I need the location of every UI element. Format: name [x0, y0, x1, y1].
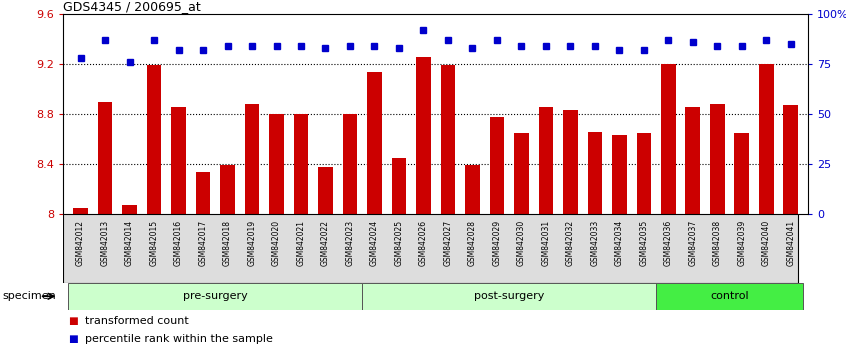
Bar [367, 72, 382, 214]
Text: GSM842024: GSM842024 [370, 220, 379, 266]
Text: GSM842039: GSM842039 [738, 220, 746, 266]
Text: GSM842022: GSM842022 [321, 220, 330, 266]
Bar [710, 104, 725, 214]
Text: GSM842029: GSM842029 [492, 220, 502, 266]
Bar [612, 136, 627, 214]
Bar [294, 114, 308, 214]
Text: control: control [711, 291, 749, 302]
Bar [220, 165, 235, 214]
Bar [74, 208, 88, 214]
Bar [318, 167, 332, 214]
Text: GSM842027: GSM842027 [443, 220, 453, 266]
Text: GSM842033: GSM842033 [591, 220, 599, 266]
Text: post-surgery: post-surgery [474, 291, 544, 302]
Text: GSM842030: GSM842030 [517, 220, 526, 266]
Bar [490, 117, 504, 214]
Bar [195, 172, 211, 214]
Text: transformed count: transformed count [85, 316, 189, 326]
Bar [734, 133, 750, 214]
Bar [465, 165, 480, 214]
Text: GSM842021: GSM842021 [296, 220, 305, 266]
Text: GSM842018: GSM842018 [223, 220, 232, 266]
Text: specimen: specimen [3, 291, 57, 302]
Bar [661, 64, 676, 214]
Bar [343, 114, 357, 214]
Bar [587, 132, 602, 214]
FancyBboxPatch shape [362, 283, 656, 310]
Bar [122, 205, 137, 214]
Bar [146, 65, 162, 214]
Bar [563, 110, 578, 214]
Text: GSM842014: GSM842014 [125, 220, 134, 266]
Bar [783, 105, 798, 214]
Text: GSM842038: GSM842038 [713, 220, 722, 266]
Text: GSM842028: GSM842028 [468, 220, 477, 266]
Bar [244, 104, 260, 214]
Bar [98, 102, 113, 214]
Text: percentile rank within the sample: percentile rank within the sample [85, 334, 272, 344]
Text: GSM842012: GSM842012 [76, 220, 85, 266]
Bar [636, 133, 651, 214]
Text: GSM842013: GSM842013 [101, 220, 110, 266]
Text: GSM842017: GSM842017 [199, 220, 207, 266]
FancyBboxPatch shape [63, 214, 798, 283]
Text: GSM842041: GSM842041 [786, 220, 795, 266]
Bar [269, 114, 284, 214]
Text: GSM842035: GSM842035 [640, 220, 648, 266]
Bar [441, 65, 455, 214]
Text: pre-surgery: pre-surgery [183, 291, 248, 302]
Text: GSM842037: GSM842037 [689, 220, 697, 266]
Text: ■: ■ [68, 334, 78, 344]
Text: GSM842034: GSM842034 [615, 220, 624, 266]
Text: GSM842031: GSM842031 [541, 220, 551, 266]
Bar [685, 107, 700, 214]
Text: GSM842040: GSM842040 [761, 220, 771, 266]
Text: GDS4345 / 200695_at: GDS4345 / 200695_at [63, 0, 201, 13]
FancyBboxPatch shape [69, 283, 362, 310]
Bar [539, 107, 553, 214]
Text: GSM842023: GSM842023 [345, 220, 354, 266]
Text: GSM842025: GSM842025 [394, 220, 404, 266]
Text: GSM842020: GSM842020 [272, 220, 281, 266]
Text: GSM842019: GSM842019 [248, 220, 256, 266]
FancyBboxPatch shape [656, 283, 803, 310]
Text: ■: ■ [68, 316, 78, 326]
Bar [514, 133, 529, 214]
Text: GSM842015: GSM842015 [150, 220, 158, 266]
Text: GSM842036: GSM842036 [664, 220, 673, 266]
Text: GSM842026: GSM842026 [419, 220, 428, 266]
Bar [759, 64, 773, 214]
Bar [171, 107, 186, 214]
Text: GSM842016: GSM842016 [174, 220, 183, 266]
Bar [392, 158, 406, 214]
Bar [416, 57, 431, 214]
Text: GSM842032: GSM842032 [566, 220, 575, 266]
